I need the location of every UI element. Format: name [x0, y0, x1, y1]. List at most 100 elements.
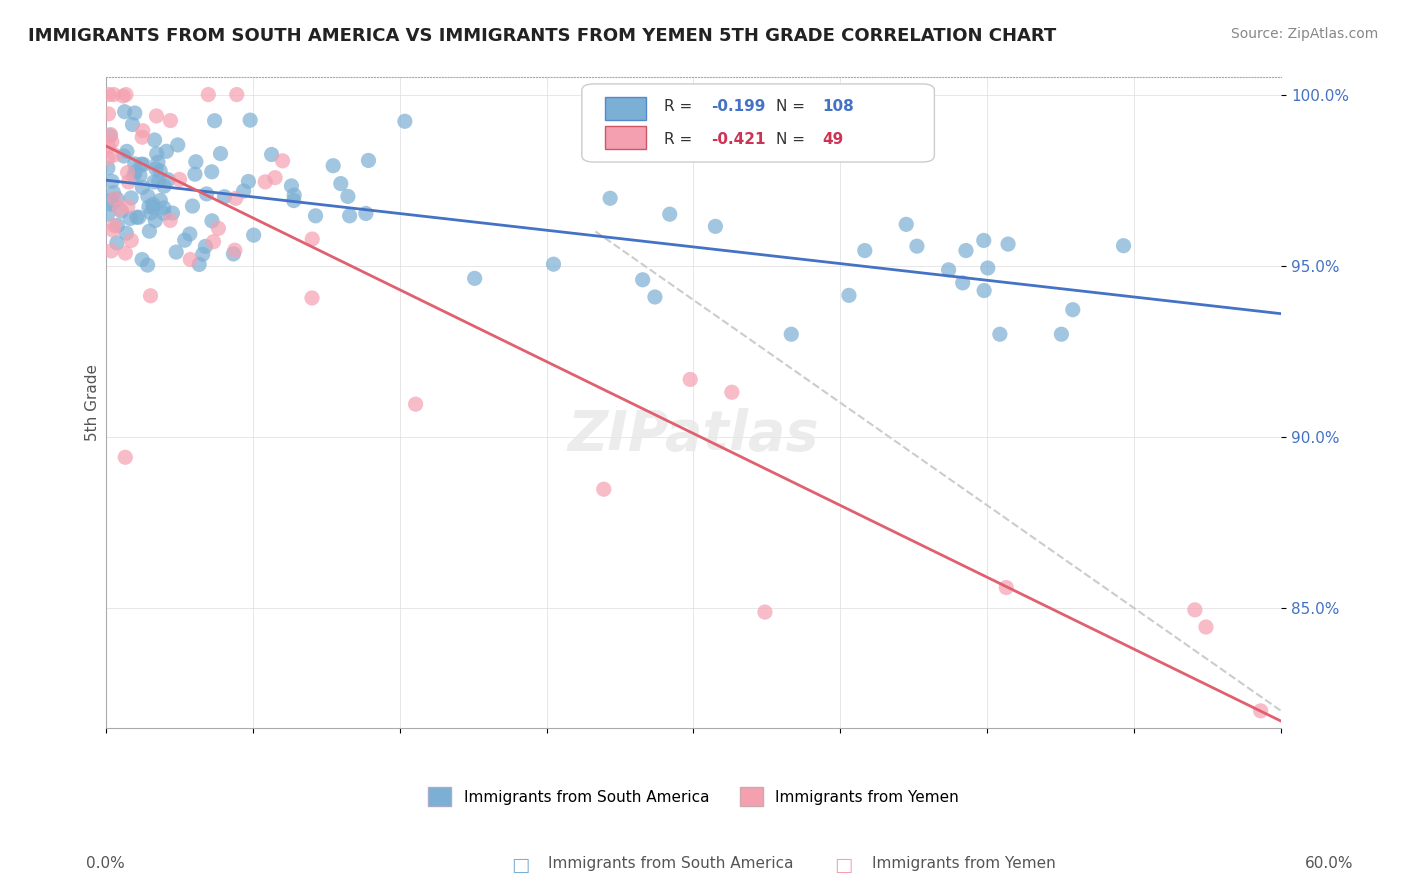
Point: [179, 227, 201, 241]
Point: [124, 157, 146, 171]
Point: [124, 165, 146, 179]
Point: [97, 139, 120, 153]
Point: [280, 178, 302, 193]
Point: [129, 169, 152, 183]
Point: [1050, 327, 1073, 342]
Point: [329, 177, 352, 191]
Point: [103, 87, 125, 102]
Point: [117, 165, 139, 179]
Point: [188, 257, 211, 271]
Point: [117, 199, 139, 213]
Point: [181, 199, 204, 213]
Point: [1112, 238, 1135, 252]
Point: [131, 130, 153, 145]
Point: [120, 191, 142, 205]
Point: [952, 276, 974, 290]
Point: [115, 145, 138, 159]
Point: [264, 170, 287, 185]
Point: [938, 263, 960, 277]
Point: [110, 204, 132, 219]
Point: [157, 172, 180, 186]
Point: [101, 223, 124, 237]
Point: [148, 174, 170, 188]
Point: [955, 244, 977, 258]
Point: [173, 233, 195, 247]
Point: [104, 192, 127, 206]
Point: [143, 133, 166, 147]
Point: [191, 247, 214, 261]
Point: [232, 184, 254, 198]
Point: [997, 237, 1019, 252]
Text: N =: N =: [776, 99, 804, 114]
Point: [754, 605, 776, 619]
Point: [139, 206, 162, 220]
Point: [145, 161, 167, 176]
Point: [159, 113, 181, 128]
Point: [114, 104, 136, 119]
Point: [592, 482, 614, 496]
Point: [780, 327, 803, 342]
Point: [159, 213, 181, 227]
Point: [214, 190, 236, 204]
Text: R =: R =: [664, 99, 692, 114]
Point: [169, 172, 191, 186]
Text: 60.0%: 60.0%: [1305, 856, 1353, 871]
Point: [271, 153, 294, 168]
Point: [853, 244, 876, 258]
Point: [143, 213, 166, 227]
Point: [138, 224, 160, 238]
Point: [612, 147, 634, 161]
Point: [357, 153, 380, 168]
Point: [138, 200, 160, 214]
Point: [112, 89, 135, 103]
Point: [301, 232, 323, 246]
Point: [143, 175, 166, 189]
Text: Source: ZipAtlas.com: Source: ZipAtlas.com: [1230, 27, 1378, 41]
Point: [977, 260, 1000, 275]
Point: [136, 189, 159, 203]
Point: [124, 106, 146, 120]
Text: -0.421: -0.421: [711, 132, 766, 147]
Point: [97, 152, 120, 166]
Point: [132, 157, 155, 171]
Point: [149, 164, 172, 178]
Point: [1184, 603, 1206, 617]
Point: [131, 180, 153, 194]
Point: [117, 175, 139, 189]
Point: [146, 155, 169, 169]
Point: [339, 209, 361, 223]
Text: 108: 108: [823, 99, 855, 114]
Point: [988, 327, 1011, 342]
Point: [721, 385, 744, 400]
Point: [197, 87, 219, 102]
Point: [973, 234, 995, 248]
Point: [995, 581, 1018, 595]
Text: □: □: [834, 856, 853, 875]
Point: [224, 244, 246, 258]
Point: [242, 228, 264, 243]
Point: [97, 207, 120, 221]
Point: [115, 226, 138, 240]
Text: -0.199: -0.199: [711, 99, 765, 114]
Point: [201, 165, 224, 179]
Text: 49: 49: [823, 132, 844, 147]
Point: [260, 147, 283, 161]
Text: □: □: [510, 856, 530, 875]
Point: [120, 211, 142, 226]
Point: [103, 219, 125, 233]
Point: [543, 257, 565, 271]
Point: [354, 206, 377, 220]
Point: [336, 189, 359, 203]
FancyBboxPatch shape: [582, 84, 935, 162]
Point: [100, 244, 122, 258]
Point: [394, 114, 416, 128]
Point: [136, 258, 159, 272]
Point: [100, 193, 122, 207]
Point: [184, 154, 207, 169]
Point: [162, 206, 184, 220]
Point: [114, 246, 136, 260]
Point: [103, 186, 125, 200]
Point: [105, 192, 128, 206]
Point: [896, 218, 918, 232]
Point: [322, 159, 344, 173]
